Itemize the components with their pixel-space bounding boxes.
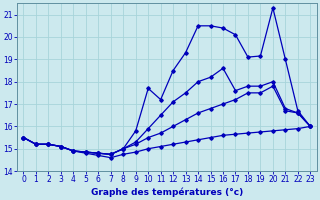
X-axis label: Graphe des températures (°c): Graphe des températures (°c): [91, 187, 243, 197]
